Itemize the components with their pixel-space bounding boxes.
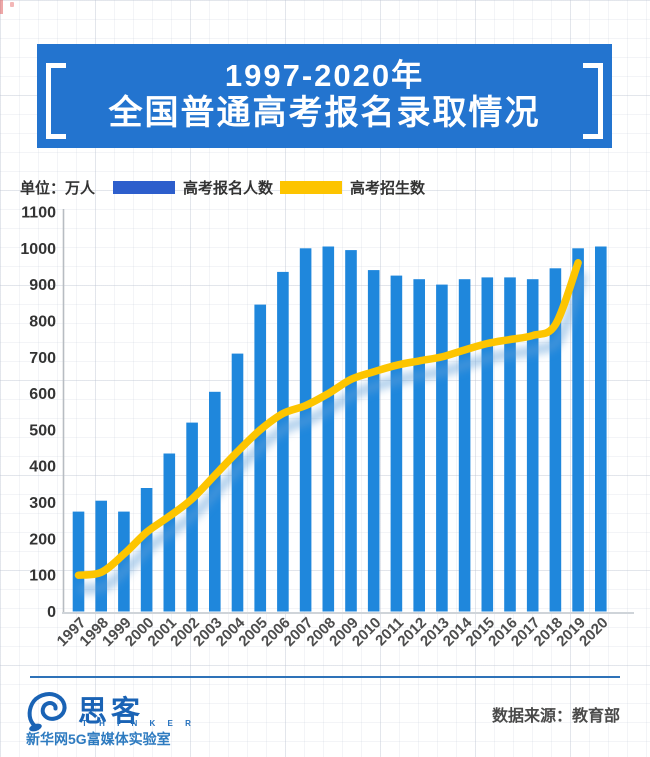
bar-2018: [549, 268, 562, 612]
footer-divider: [30, 676, 620, 678]
right-bracket-icon: [583, 63, 603, 139]
bar-2003: [209, 391, 221, 612]
bar-2011: [390, 275, 403, 612]
bar-1999: [118, 511, 130, 612]
bar-2014: [458, 279, 471, 612]
bar-2004: [231, 353, 244, 612]
bar-2020: [595, 246, 607, 612]
corner-red-dot: [10, 2, 14, 7]
bar-1998: [95, 500, 107, 612]
chart-svg: 0100200300400500600700800900100011001997…: [20, 205, 634, 650]
admissions-line-glow: [78, 272, 587, 594]
y-tick-label-1000: 1000: [20, 241, 56, 258]
bar-2017: [526, 279, 539, 612]
brand-organization: 新华网5G富媒体实验室: [26, 731, 171, 747]
data-source: 数据来源：教育部: [491, 708, 620, 725]
title-line1: 1997-2020年: [224, 57, 425, 93]
legend-label-registrations: 高考报名人数: [183, 180, 274, 197]
bar-2016: [504, 277, 516, 612]
y-tick-label-200: 200: [29, 531, 56, 548]
bar-2006: [277, 271, 289, 612]
corner-red-mark: [0, 0, 3, 14]
y-tick-label-700: 700: [29, 350, 56, 367]
bar-2012: [413, 279, 425, 612]
title-banner: 1997-2020年 全国普通高考报名录取情况: [37, 44, 612, 148]
bar-2005: [254, 304, 266, 612]
bar-2007: [299, 248, 312, 612]
chart-root: 0100200300400500600700800900100011001997…: [20, 205, 634, 650]
chart-legend: 单位：万人 高考报名人数 高考招生数: [0, 174, 650, 200]
y-tick-label-1100: 1100: [21, 205, 56, 222]
legend-swatch-admissions: [280, 181, 342, 194]
brand-subtitle: T H I N K E R: [82, 719, 196, 728]
bar-2015: [481, 277, 494, 612]
unit-label: 单位：万人: [20, 180, 96, 197]
y-tick-label-0: 0: [47, 604, 56, 621]
bar-2008: [322, 246, 335, 612]
brand-name: 思客: [78, 696, 145, 728]
bar-2019: [572, 248, 584, 612]
title-line2: 全国普通高考报名录取情况: [108, 94, 541, 133]
y-tick-label-600: 600: [29, 386, 56, 403]
y-tick-label-500: 500: [29, 422, 56, 439]
bar-2010: [367, 270, 380, 612]
bar-2009: [345, 250, 357, 612]
legend-swatch-registrations: [113, 181, 175, 194]
y-tick-label-100: 100: [29, 568, 56, 585]
left-bracket-icon: [46, 63, 66, 139]
y-tick-label-800: 800: [29, 313, 56, 330]
y-tick-label-900: 900: [29, 277, 56, 294]
legend-label-admissions: 高考招生数: [350, 180, 426, 197]
admissions-line: [74, 259, 582, 579]
bar-2013: [436, 284, 448, 612]
y-tick-label-400: 400: [29, 459, 56, 476]
y-tick-label-300: 300: [29, 495, 56, 512]
thinker-logo-swirl-icon: [27, 692, 67, 732]
bar-1997: [72, 511, 85, 612]
